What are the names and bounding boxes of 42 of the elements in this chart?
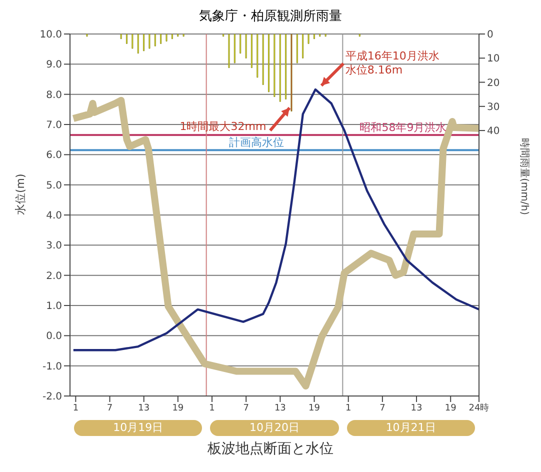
y2-tick-label: 0: [487, 30, 494, 41]
ref-line-label: 昭和58年9月洪水: [360, 121, 447, 134]
x-tick-label: 13: [274, 403, 286, 414]
x-tick-label: 19: [308, 403, 320, 414]
y2-axis-title: 時間雨量(mm/h): [518, 138, 530, 216]
x-tick-label: 24時: [468, 402, 490, 414]
y-tick-label: 8.0: [46, 90, 62, 101]
x-tick-label: 19: [172, 403, 184, 414]
y-tick-label: 9.0: [46, 60, 62, 71]
annotation: 水位8.16m: [345, 64, 403, 77]
y2-tick-label: 20: [487, 78, 500, 89]
x-tick-label: 1: [345, 403, 352, 414]
y-tick-label: 4.0: [46, 210, 62, 222]
x-tick-label: 13: [138, 403, 150, 414]
ref-line-label: 計画高水位: [229, 136, 284, 150]
annotation: 平成16年10月洪水: [345, 50, 440, 63]
y2-tick-label: 30: [487, 102, 500, 113]
y-tick-label: 1.0: [46, 301, 62, 312]
y2-tick-label: 40: [487, 126, 500, 138]
x-tick-label: 7: [106, 403, 113, 414]
x-tick-label: 1: [209, 403, 215, 414]
chart-title: 気象庁・柏原観測所雨量: [198, 8, 343, 26]
y-tick-label: 10.0: [40, 30, 62, 41]
y-axis-title: 水位(m): [14, 174, 27, 215]
text: 10月19日: [74, 420, 202, 436]
y-tick-label: -2.0: [42, 392, 62, 403]
text: 板波地点断面と水位: [206, 440, 334, 458]
x-tick-label: 19: [444, 403, 457, 414]
y-tick-label: 2.0: [46, 270, 62, 282]
x-tick-label: 1: [72, 403, 79, 414]
text: 10月20日: [210, 420, 339, 436]
y-tick-label: -1.0: [42, 361, 62, 372]
y-tick-label: 0.0: [46, 331, 62, 342]
y2-tick-label: 10: [487, 54, 500, 65]
text: 10月21日: [346, 420, 475, 436]
y-tick-label: 7.0: [46, 120, 62, 132]
x-tick-label: 7: [243, 403, 249, 414]
y-tick-label: 6.0: [46, 150, 62, 162]
x-tick-label: 7: [380, 403, 386, 414]
y-tick-label: 3.0: [46, 240, 62, 252]
y-tick-label: 5.0: [46, 180, 62, 192]
x-tick-label: 13: [410, 403, 422, 414]
